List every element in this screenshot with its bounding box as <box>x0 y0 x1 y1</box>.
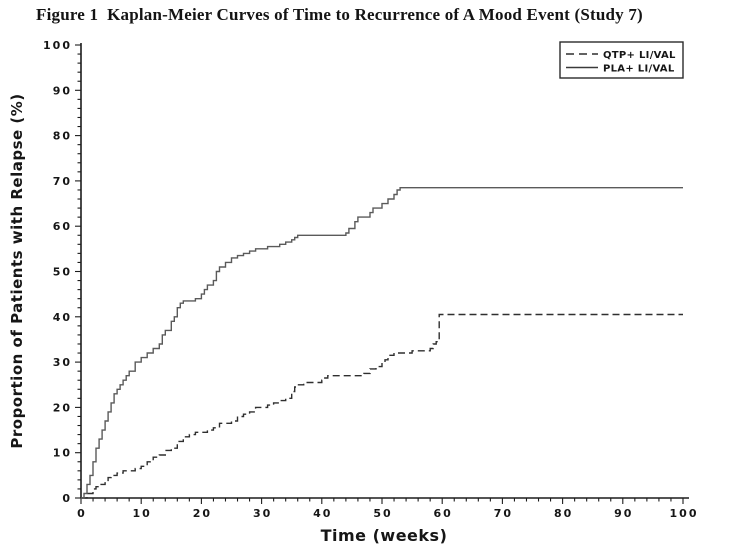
y-tick-label: 90 <box>53 84 72 97</box>
x-tick-label: 60 <box>434 507 453 520</box>
y-axis-title: Proportion of Patients with Relapse (%) <box>8 93 26 448</box>
plot-dynamic-layer: 0 10 20 30 40 50 60 70 80 90 100 0 10 20 30 40 50 60 70 80 9… <box>43 39 699 520</box>
legend-label-qtp: QTP+ LI/VAL <box>603 50 676 61</box>
x-axis-title: Time (weeks) <box>321 526 448 545</box>
y-tick-label: 50 <box>53 266 72 279</box>
y-tick-label: 60 <box>53 220 72 233</box>
x-tick-label: 70 <box>494 507 513 520</box>
y-tick-label: 40 <box>53 311 72 324</box>
x-tick-label: 80 <box>554 507 573 520</box>
y-tick-label: 100 <box>43 39 72 52</box>
figure-title: Figure 1 Kaplan-Meier Curves of Time to … <box>36 5 643 24</box>
legend-label-pla: PLA+ LI/VAL <box>603 64 675 75</box>
legend: QTP+ LI/VAL PLA+ LI/VAL <box>559 41 684 79</box>
y-tick-label: 20 <box>53 401 72 414</box>
y-tick-label: 30 <box>53 356 72 369</box>
x-tick-label: 10 <box>133 507 152 520</box>
y-tick-label: 10 <box>53 447 72 460</box>
x-tick-label: 40 <box>313 507 332 520</box>
x-tick-label: 30 <box>253 507 272 520</box>
x-tick-label: 50 <box>373 507 392 520</box>
x-tick-label: 100 <box>670 507 699 520</box>
x-tick-label: 90 <box>614 507 633 520</box>
series-curve-qtp-li-val <box>81 313 683 499</box>
y-tick-label: 70 <box>53 175 72 188</box>
series-curve-pla-li-val <box>81 187 683 499</box>
y-tick-label: 80 <box>53 130 72 143</box>
legend-border <box>559 41 684 79</box>
x-tick-label: 20 <box>193 507 212 520</box>
x-tick-label: 0 <box>77 507 87 520</box>
y-tick-label: 0 <box>62 492 72 505</box>
